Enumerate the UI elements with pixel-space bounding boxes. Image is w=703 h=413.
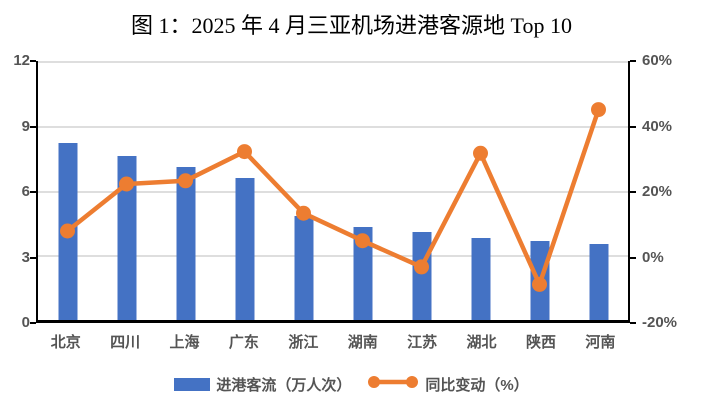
x-axis-label: 广东 — [228, 334, 259, 351]
left-axis-tickmark — [30, 191, 36, 193]
x-axis-label: 河南 — [585, 334, 616, 351]
left-axis-tickmark — [30, 60, 36, 62]
bar — [117, 155, 136, 320]
x-axis-label: 湖北 — [466, 334, 497, 351]
x-axis-label: 北京 — [50, 334, 81, 351]
left-axis-tick-label: 6 — [21, 183, 30, 200]
right-axis-tickmark — [630, 322, 636, 324]
right-axis-tick-label: 20% — [642, 183, 673, 200]
legend-line-icon — [368, 376, 419, 388]
left-axis-tick-label: 9 — [21, 117, 30, 135]
line-series — [60, 102, 606, 292]
x-axis-label: 上海 — [169, 334, 200, 351]
bar-slot — [569, 61, 628, 320]
right-axis-tickmark — [630, 60, 636, 62]
right-axis-tickmark — [630, 191, 636, 193]
bar-slot — [333, 61, 392, 320]
legend-bar-label: 进港客流（万人次） — [216, 376, 352, 394]
left-axis-tickmark — [30, 256, 36, 259]
bar-slot — [215, 61, 274, 320]
x-axis-label: 四川 — [110, 334, 141, 351]
bar-series — [38, 61, 628, 320]
x-axis-label: 陕西 — [525, 334, 556, 351]
plot-area — [36, 61, 630, 323]
x-axis-label: 湖南 — [347, 334, 378, 351]
line-marker — [591, 102, 606, 118]
line-marker — [237, 144, 252, 160]
right-axis-tick-label: -20% — [642, 314, 678, 331]
bar — [589, 244, 608, 320]
bar — [176, 166, 195, 320]
x-axis-labels: 北京 四川 上海 广东 浙江 湖南 江苏 湖北 陕西 河南 — [36, 331, 630, 352]
x-axis-label: 江苏 — [407, 334, 438, 351]
legend-line-swatch — [367, 374, 419, 394]
line-path — [66, 108, 601, 287]
bar-slot — [156, 61, 215, 320]
line-marker — [178, 173, 193, 189]
legend: 进港客流（万人次） 同比变动（%） — [0, 372, 703, 396]
gridline — [38, 126, 628, 128]
x-axis-label: 浙江 — [288, 334, 319, 351]
right-axis-tick-label: 60% — [642, 52, 673, 69]
bar-slot — [97, 61, 156, 320]
bar-slot — [451, 61, 510, 320]
line-marker — [532, 276, 547, 292]
right-axis-tick-label: 0% — [642, 248, 664, 266]
line-marker — [355, 233, 370, 249]
line-marker — [473, 145, 488, 161]
gridline — [38, 255, 628, 257]
chart-title: 图 1：2025 年 4 月三亚机场进港客源地 Top 10 — [131, 13, 572, 38]
left-axis-tick-label: 3 — [21, 248, 30, 266]
left-axis-tickmark — [30, 125, 36, 128]
left-axis-tick-label: 12 — [13, 52, 30, 69]
left-axis-tick-label: 0 — [21, 314, 30, 331]
gridline — [38, 191, 628, 193]
gridline — [38, 61, 628, 63]
left-axis-tickmark — [30, 322, 36, 324]
legend-line-label: 同比变动（%） — [425, 376, 529, 394]
bar-slot — [274, 61, 333, 320]
right-axis-tickmark — [630, 256, 636, 259]
line-marker — [60, 223, 75, 239]
bar — [235, 177, 254, 320]
line-marker — [414, 259, 429, 275]
legend-bar-swatch — [174, 377, 211, 391]
line-marker — [296, 205, 311, 221]
bar — [294, 216, 313, 320]
bar — [471, 237, 490, 320]
line-marker — [119, 176, 134, 192]
bar — [353, 227, 372, 320]
right-axis-tickmark — [630, 125, 636, 128]
right-axis-tick-label: 40% — [642, 117, 673, 135]
